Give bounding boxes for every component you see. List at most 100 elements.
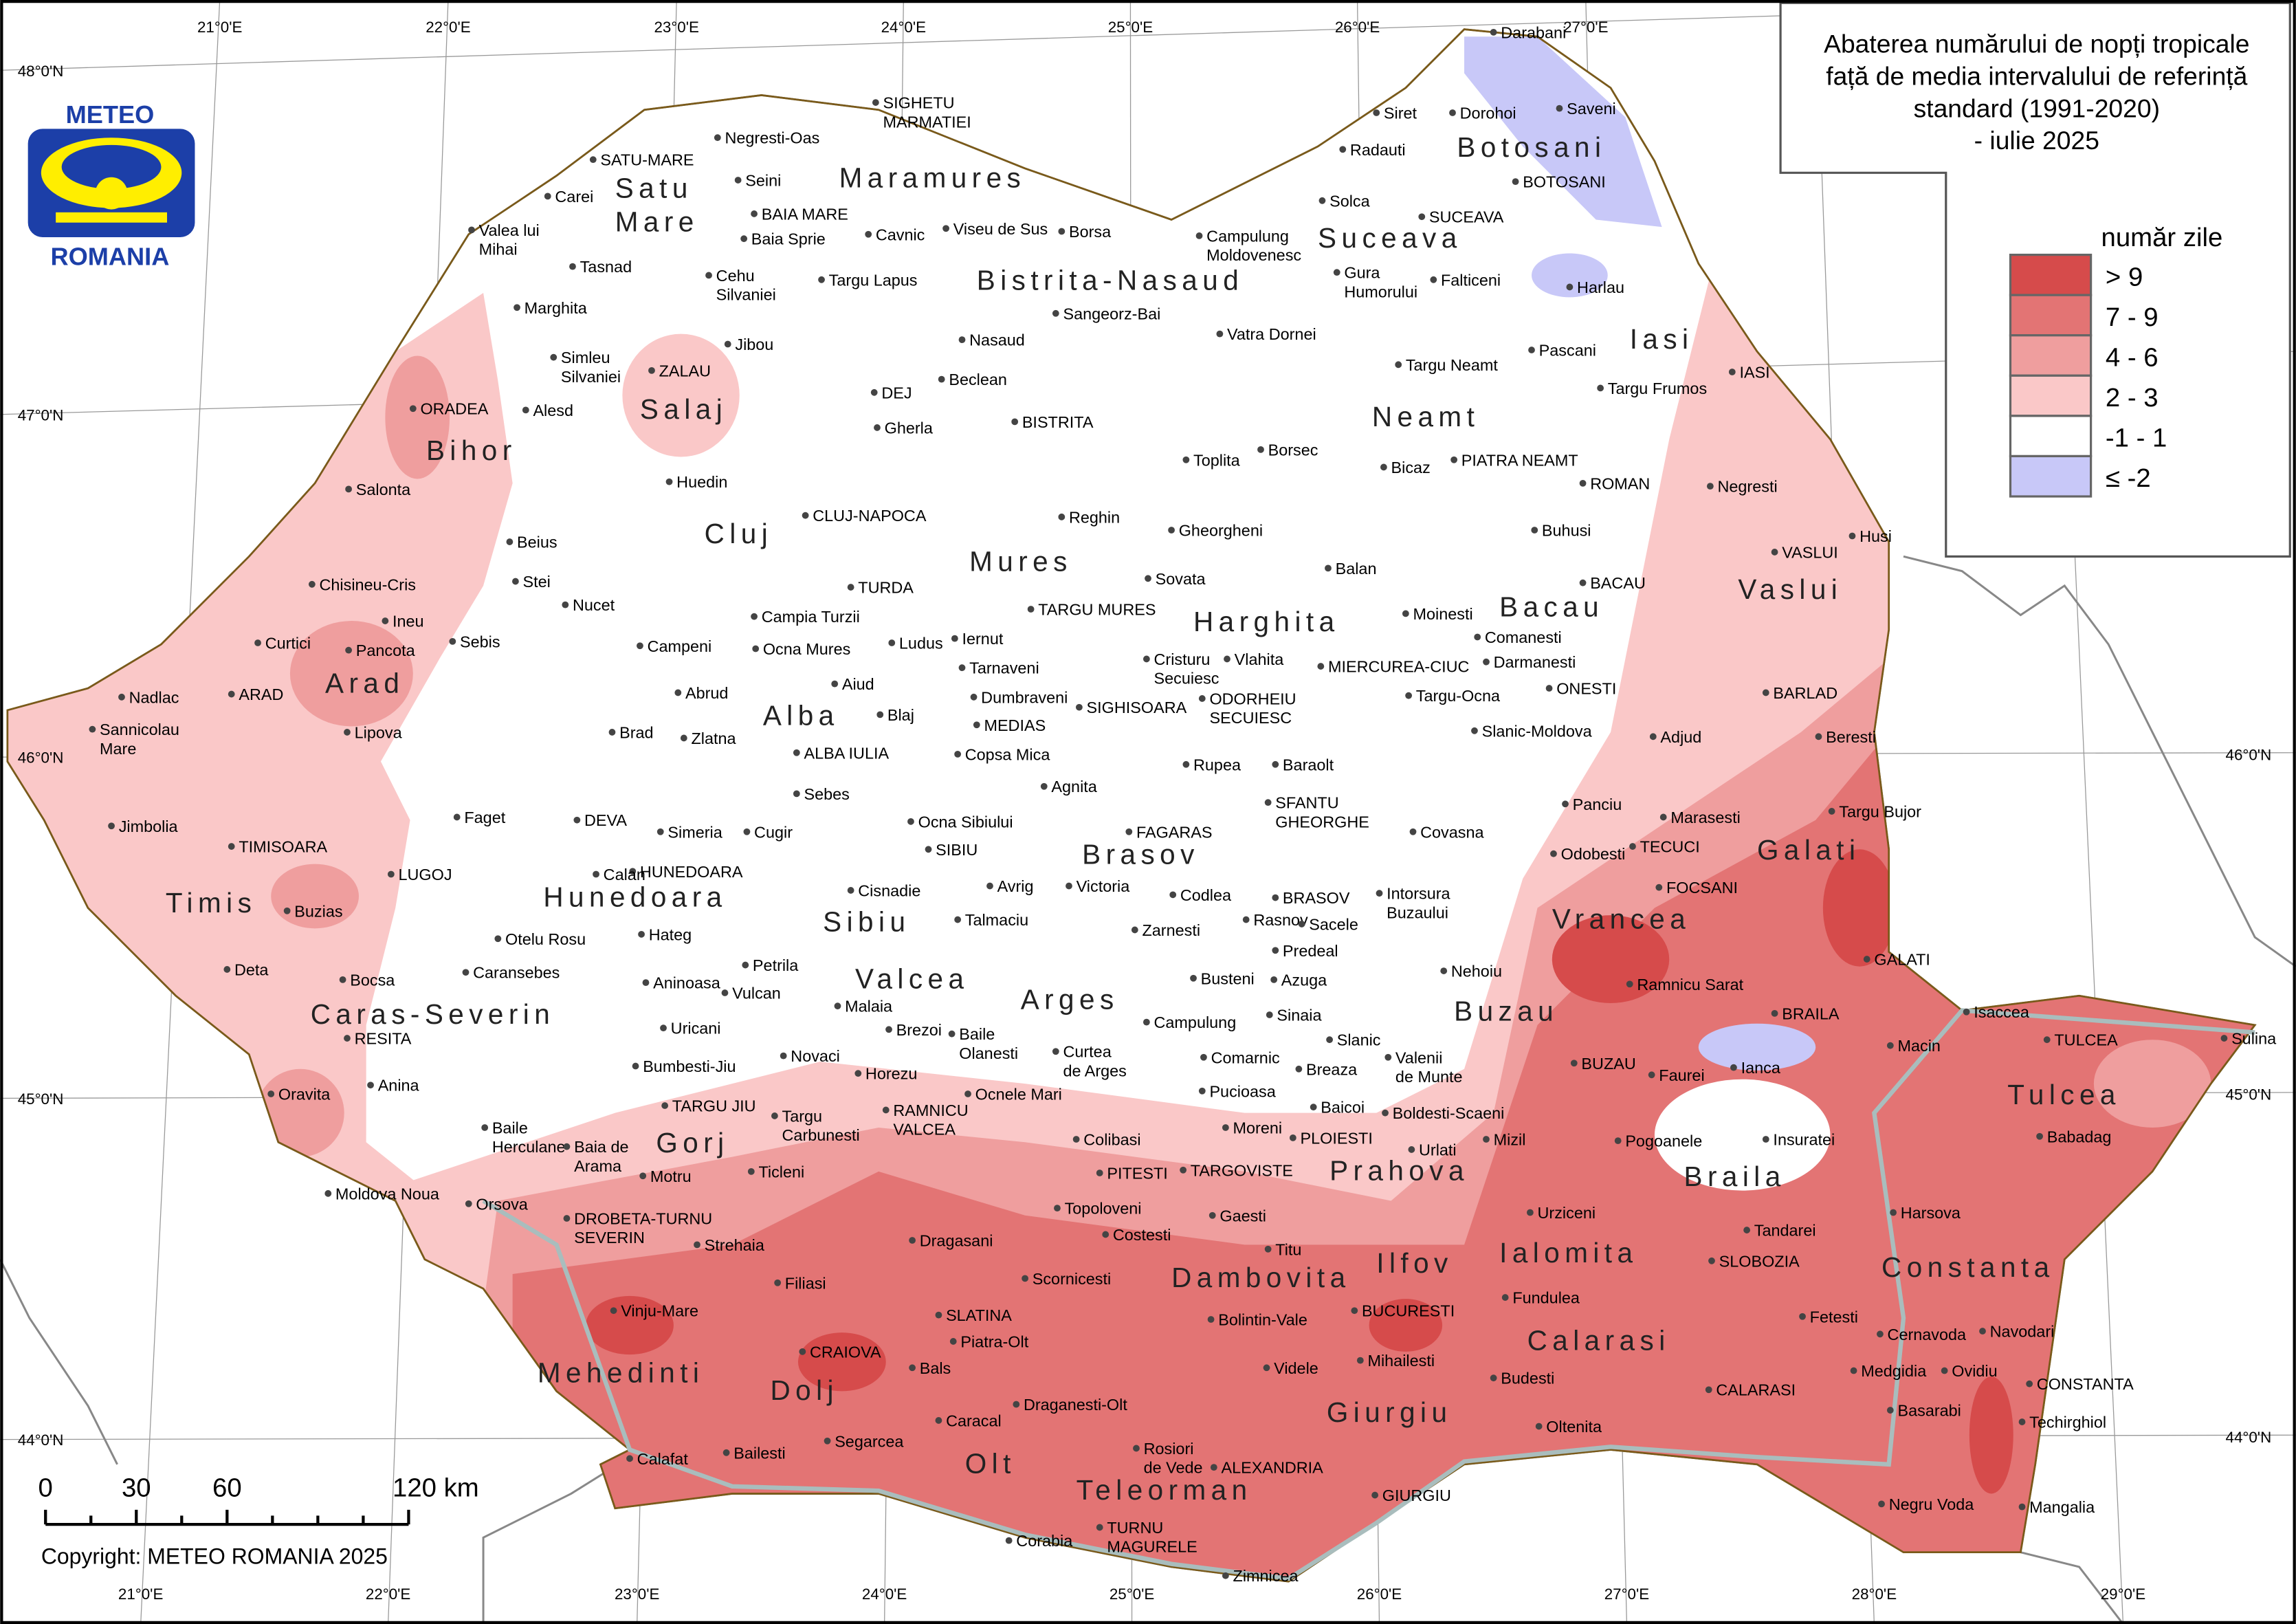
city: Rosiori de Vede <box>1133 1440 1203 1477</box>
city-marker-icon <box>1979 1328 1986 1335</box>
city-marker-icon <box>674 689 682 696</box>
graticule-label-top: 22°0'E <box>426 19 470 36</box>
city: GIURGIU <box>1371 1486 1451 1504</box>
city-label: Marghita <box>525 299 588 317</box>
city-marker-icon <box>1263 1364 1270 1372</box>
county-label: Arad <box>325 667 404 699</box>
city-label: Vatra Dornei <box>1227 325 1316 343</box>
city-label: Bolintin-Vale <box>1218 1311 1307 1329</box>
city-marker-icon <box>721 989 729 996</box>
city-label: ALBA IULIA <box>804 744 889 762</box>
city: Stei <box>512 573 551 591</box>
city-label-line: Curtea <box>1063 1043 1112 1061</box>
city-marker-icon <box>751 613 758 620</box>
city: Codlea <box>1169 886 1232 904</box>
city: Bumbesti-Jiu <box>632 1057 736 1075</box>
city-label-line: Agnita <box>1051 778 1097 795</box>
city-marker-icon <box>1430 276 1437 283</box>
city-label: Caracal <box>946 1412 1002 1429</box>
city-label-line: Harsova <box>1901 1204 1961 1222</box>
city-marker-icon <box>1545 685 1553 692</box>
city-label: Segarcea <box>835 1432 904 1450</box>
city-label-line: SECUIESC <box>1209 709 1292 727</box>
county-label: Ilfov <box>1376 1247 1453 1279</box>
city-marker-icon <box>1566 283 1574 291</box>
city-label: Zlatna <box>691 729 736 747</box>
city-label: Petrila <box>753 956 799 974</box>
city: Budesti <box>1490 1370 1554 1387</box>
city-label-line: Arama <box>574 1157 622 1175</box>
city-label-line: ROMAN <box>1590 474 1650 492</box>
city-marker-icon <box>1579 579 1587 586</box>
legend-item: -1 - 1 <box>2009 415 2167 458</box>
city: Targu Bujor <box>1828 802 1921 820</box>
city: Segarcea <box>824 1432 904 1450</box>
city-marker-icon <box>1052 1048 1059 1055</box>
city-label-line: Valea lui <box>479 221 540 239</box>
city: Bolintin-Vale <box>1207 1311 1307 1329</box>
city-marker-icon <box>1490 28 1497 36</box>
city-label-line: BUCURESTI <box>1362 1302 1455 1320</box>
city-marker-icon <box>1198 695 1206 702</box>
city: Cisnadie <box>847 881 920 899</box>
city-label: RESITA <box>355 1030 412 1048</box>
city-label: Sannicolau Mare <box>100 721 179 758</box>
city-label: GALATI <box>1874 951 1930 969</box>
city-label-line: Marghita <box>525 299 588 317</box>
city-label-line: Blaj <box>887 706 914 724</box>
city-label-line: Nehoiu <box>1451 963 1502 980</box>
city-marker-icon <box>1272 894 1279 901</box>
city-label-line: Topoloveni <box>1065 1200 1142 1218</box>
city: Nasaud <box>958 331 1025 349</box>
city: Gaesti <box>1208 1207 1266 1225</box>
city-marker-icon <box>1027 606 1035 613</box>
city-marker-icon <box>449 637 456 645</box>
graticule-label-left: 47°0'N <box>18 406 64 424</box>
city-marker-icon <box>680 734 687 742</box>
city: Ovidiu <box>1941 1362 1998 1380</box>
city-marker-icon <box>1264 799 1272 806</box>
city-marker-icon <box>228 843 235 850</box>
city-label-line: Aiud <box>842 675 874 693</box>
city-marker-icon <box>1373 109 1380 116</box>
city: Tasnad <box>569 258 632 276</box>
city: Solca <box>1318 192 1371 210</box>
city-label-line: DROBETA-TURNU <box>574 1210 712 1228</box>
city: Slanic-Moldova <box>1471 722 1593 740</box>
title-line: față de media intervalului de referință <box>1826 62 2247 91</box>
city-label-line: Nasaud <box>969 331 1025 349</box>
city-marker-icon <box>1877 1330 1884 1338</box>
city-label: Pucioasa <box>1209 1082 1276 1100</box>
city: Boldesti-Scaeni <box>1382 1104 1504 1122</box>
city-label-line: Novaci <box>791 1047 840 1065</box>
city-marker-icon <box>1208 1211 1216 1219</box>
city-label-line: Cernavoda <box>1888 1326 1967 1343</box>
city-label-line: Olanesti <box>959 1044 1018 1062</box>
city: SLATINA <box>935 1306 1012 1324</box>
city-label-line: Busteni <box>1201 969 1255 987</box>
city-label: Cisnadie <box>858 881 920 899</box>
city: Simeria <box>656 823 723 841</box>
city: Siret <box>1373 105 1417 122</box>
city-marker-icon <box>1351 1307 1358 1315</box>
county-label: Bihor <box>426 435 517 466</box>
city-marker-icon <box>1570 1060 1578 1067</box>
city: Adjud <box>1649 728 1701 746</box>
city-label: Horezu <box>865 1065 917 1083</box>
county-label-line: Dolj <box>770 1374 839 1406</box>
city-marker-icon <box>108 822 115 830</box>
city: Sacele <box>1298 915 1358 933</box>
zone-2-3 <box>622 333 740 457</box>
city-label: Rupea <box>1193 756 1241 773</box>
city: Zarnesti <box>1131 921 1200 939</box>
zone-below-minus2 <box>1532 253 1608 298</box>
city-marker-icon <box>1222 1124 1229 1131</box>
city-marker-icon <box>563 1215 571 1222</box>
city-label-line: Cavnic <box>876 226 925 243</box>
county-label: Vaslui <box>1738 573 1842 605</box>
legend-title: număr zile <box>2101 223 2223 252</box>
city-label-line: Sulina <box>2231 1030 2277 1048</box>
city: Campulung Moldovenesc <box>1195 227 1301 264</box>
county-label-line: Hunedoara <box>543 881 727 912</box>
